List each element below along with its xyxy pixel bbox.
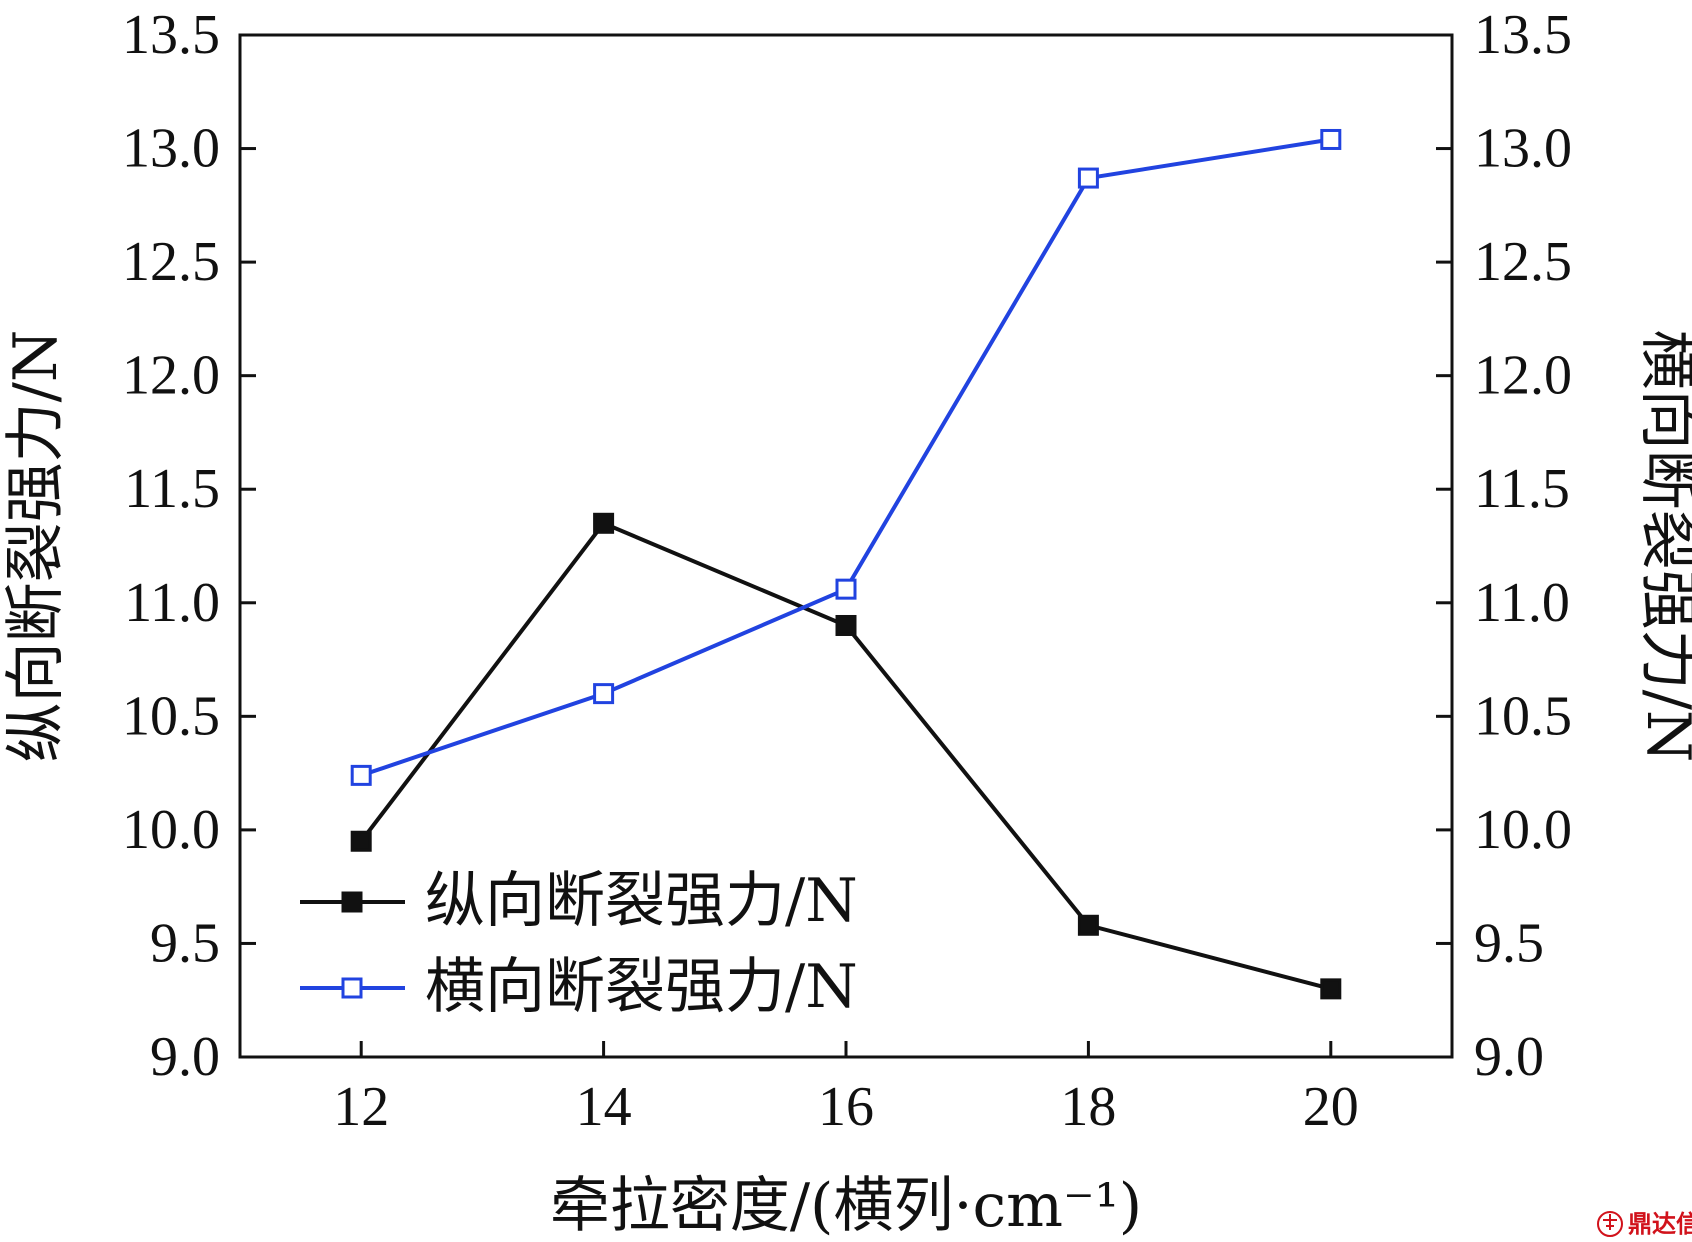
left-y-tick-label: 9.5: [150, 912, 220, 974]
right-axis-ticks: 9.0 9.5 10.0 10.5 11.0 11.5 12.0 12.5 13.0 13.5: [1436, 4, 1572, 1088]
legend-label-longitudinal: 纵向断裂强力/N: [425, 866, 858, 936]
data-point-longitudinal: [593, 512, 615, 534]
series-line-transverse: [360, 137, 1332, 778]
series-transverse: [350, 128, 1342, 786]
legend-marker-transverse: [341, 977, 363, 999]
left-y-tick-label: 11.5: [124, 458, 220, 520]
left-y-tick-label: 10.0: [122, 799, 220, 861]
x-axis-title-group: 牵拉密度/(横列·cm⁻¹): [550, 1171, 1142, 1241]
watermark-text: 鼎达信: [1628, 1210, 1692, 1238]
series-layer: [350, 128, 1342, 1000]
logo-badge-icon-mark: [1603, 1214, 1617, 1230]
right-y-tick-label: 10.0: [1474, 799, 1572, 861]
left-y-tick-label: 12.0: [122, 345, 220, 407]
legend-entry-longitudinal: 纵向断裂强力/N: [300, 866, 858, 936]
data-point-transverse: [350, 764, 372, 786]
right-y-tick-label: 13.5: [1474, 4, 1572, 66]
left-axis-title: 纵向断裂强力/N: [1, 330, 71, 763]
data-point-transverse: [1320, 128, 1342, 150]
left-axis-ticks: 9.0 9.5 10.0 10.5 11.0 11.5 12.0 12.5 13.0 13.5: [122, 4, 256, 1088]
right-y-tick-label: 13.0: [1474, 118, 1572, 180]
right-y-tick-label: 9.0: [1474, 1026, 1544, 1088]
legend: 纵向断裂强力/N 横向断裂强力/N: [300, 866, 858, 1022]
right-y-tick-label: 9.5: [1474, 912, 1544, 974]
data-point-transverse: [1077, 167, 1099, 189]
left-y-tick-label: 10.5: [122, 685, 220, 747]
x-tick-label: 20: [1303, 1076, 1359, 1138]
left-y-tick-label: 11.0: [124, 572, 220, 634]
data-point-transverse: [593, 683, 615, 705]
data-point-transverse: [835, 578, 857, 600]
right-axis-title: 横向断裂强力/N: [1633, 330, 1692, 763]
x-tick-label: 18: [1060, 1076, 1116, 1138]
right-y-tick-label: 11.0: [1474, 572, 1570, 634]
legend-entry-transverse: 横向断裂强力/N: [300, 952, 858, 1022]
right-y-tick-label: 11.5: [1474, 458, 1570, 520]
legend-label-transverse: 横向断裂强力/N: [425, 952, 858, 1022]
x-axis-ticks: 12 14 16 18 20: [333, 1041, 1359, 1138]
data-point-longitudinal: [835, 614, 857, 636]
x-tick-label: 14: [576, 1076, 632, 1138]
data-point-longitudinal: [1077, 914, 1099, 936]
watermark: 鼎达信: [1597, 1210, 1692, 1238]
left-y-tick-label: 9.0: [150, 1026, 220, 1088]
data-point-longitudinal: [350, 830, 372, 852]
x-tick-label: 16: [818, 1076, 874, 1138]
right-y-tick-label: 12.5: [1474, 231, 1572, 293]
x-tick-label: 12: [333, 1076, 389, 1138]
left-axis-title-group: 纵向断裂强力/N: [1, 330, 71, 763]
logo-badge-icon: [1597, 1211, 1623, 1237]
left-y-tick-label: 13.5: [122, 4, 220, 66]
right-y-tick-label: 10.5: [1474, 685, 1572, 747]
data-point-longitudinal: [1320, 978, 1342, 1000]
left-y-tick-label: 13.0: [122, 118, 220, 180]
series-longitudinal: [350, 512, 1342, 1000]
right-axis-title-group: 横向断裂强力/N: [1633, 330, 1692, 763]
x-axis-title: 牵拉密度/(横列·cm⁻¹): [550, 1171, 1142, 1241]
left-y-tick-label: 12.5: [122, 231, 220, 293]
legend-marker-longitudinal: [341, 891, 363, 913]
right-y-tick-label: 12.0: [1474, 345, 1572, 407]
